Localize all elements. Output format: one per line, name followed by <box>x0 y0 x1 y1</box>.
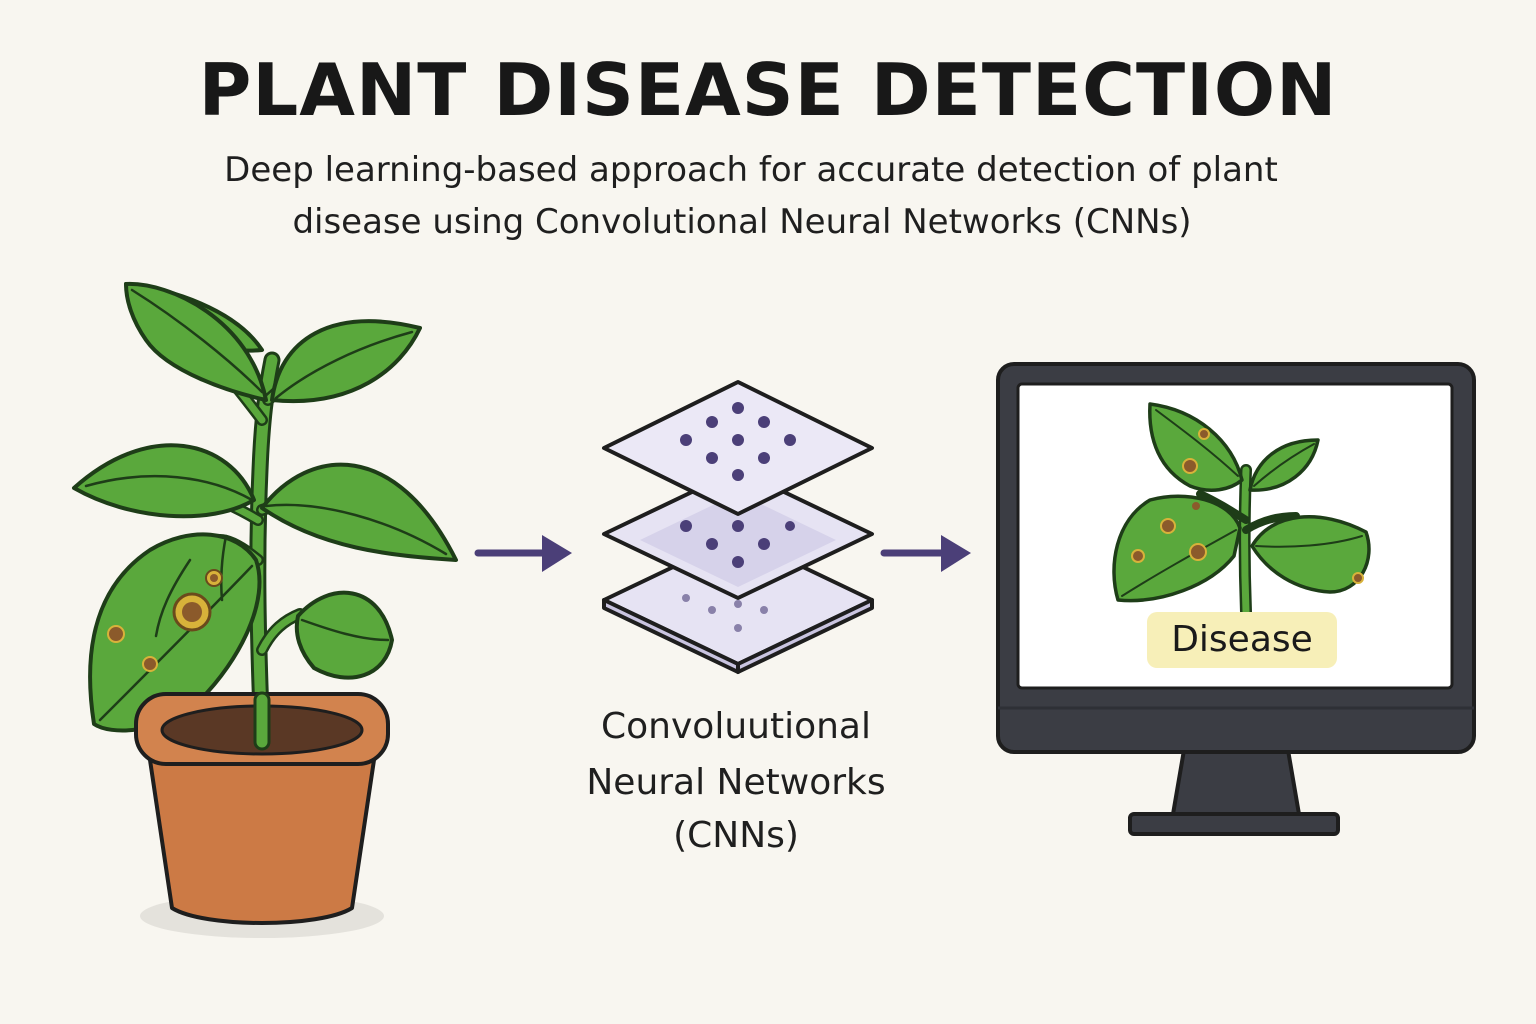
cnn-label-line-1: Convoluutional <box>601 706 871 747</box>
cnn-label-line-3: (CNNs) <box>673 815 799 856</box>
disease-result-badge: Disease <box>1147 612 1337 668</box>
arrow-right-icon <box>474 535 572 572</box>
potted-plant-icon <box>72 281 458 938</box>
subtitle-line-2: disease using Convolutional Neural Netwo… <box>292 202 1192 242</box>
cnn-layers-icon <box>602 380 874 674</box>
monitor-icon <box>996 362 1476 836</box>
page-title: PLANT DISEASE DETECTION <box>198 48 1338 132</box>
screen-plant-icon <box>1112 402 1371 618</box>
subtitle-line-1: Deep learning-based approach for accurat… <box>224 150 1278 190</box>
cnn-nodes <box>680 402 796 632</box>
arrow-right-icon <box>880 535 971 572</box>
cnn-label-line-2: Neural Networks <box>586 762 886 803</box>
